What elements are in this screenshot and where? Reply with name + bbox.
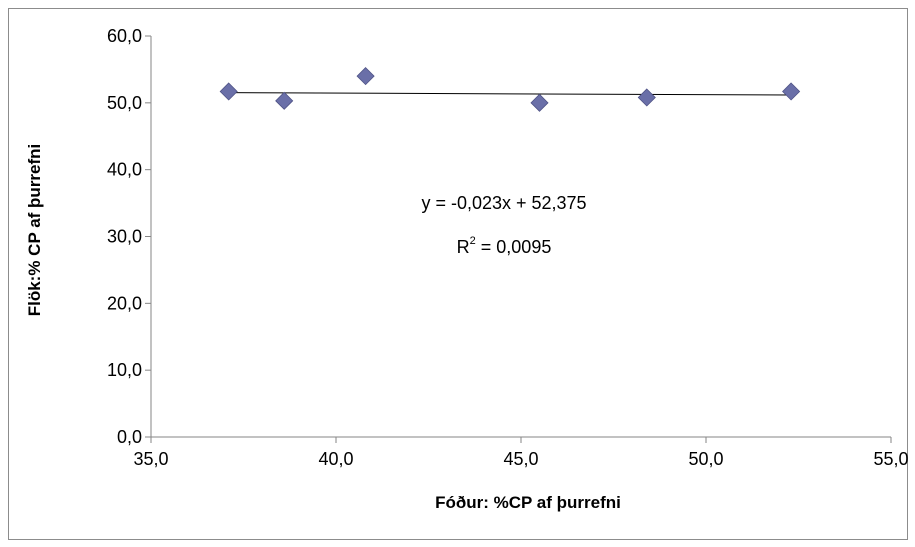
y-axis: 0,0 10,0 20,0 30,0 40,0 50,0 60,0 [107,26,152,447]
x-tick-label: 35,0 [133,449,168,469]
data-points [219,67,801,112]
r-squared-value: = 0,0095 [476,237,552,257]
x-tick-label: 50,0 [688,449,723,469]
data-point-diamond [782,82,801,101]
y-tick-label: 50,0 [107,93,142,113]
y-tick-label: 20,0 [107,293,142,313]
scatter-chart: 0,0 10,0 20,0 30,0 40,0 50,0 60,0 35,0 40,0 45,0… [25,26,909,512]
trendline-r-squared: R2 = 0,0095 [457,235,552,257]
data-point-diamond [637,88,656,107]
r-squared-letter: R [457,237,470,257]
y-tick-label: 0,0 [117,427,142,447]
r-squared-superscript: 2 [470,235,476,247]
chart-area: 0,0 10,0 20,0 30,0 40,0 50,0 60,0 35,0 40,0 45,0… [8,8,909,540]
x-axis-title: Fóður: %CP af þurrefni [435,493,621,512]
trendline-group [228,92,792,96]
data-point-diamond [219,82,238,101]
x-axis: 35,0 40,0 45,0 50,0 55,0 [133,436,909,469]
x-tick-label: 45,0 [503,449,538,469]
data-point-diamond [356,67,375,86]
x-tick-label: 55,0 [873,449,908,469]
y-tick-label: 10,0 [107,360,142,380]
y-tick-label: 30,0 [107,227,142,247]
trendline [228,92,792,96]
y-axis-title: Flök:% CP af þurrefni [25,144,44,317]
trendline-equation: y = -0,023x + 52,375 [421,193,586,213]
y-tick-label: 40,0 [107,160,142,180]
data-point-diamond [275,91,294,110]
y-tick-label: 60,0 [107,26,142,46]
data-point-diamond [530,93,549,112]
x-tick-label: 40,0 [318,449,353,469]
